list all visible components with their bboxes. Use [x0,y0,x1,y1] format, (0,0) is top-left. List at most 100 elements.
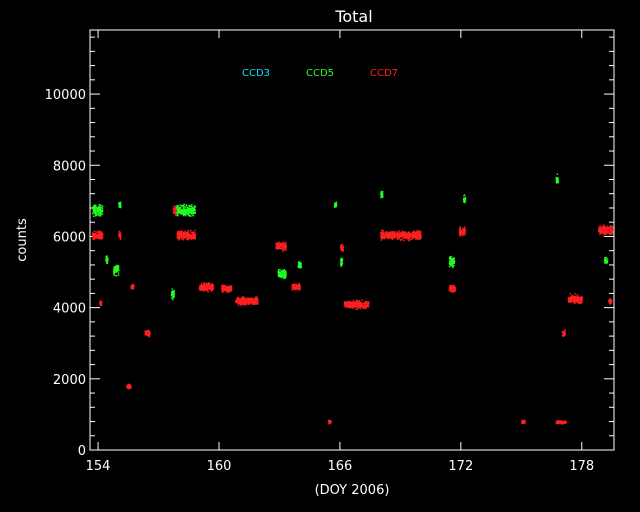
data-point [601,228,604,230]
data-point [415,236,418,238]
data-point [403,234,405,237]
data-point [177,237,179,239]
data-point [184,212,186,214]
data-point [299,288,301,291]
data-point [190,209,192,211]
data-point [390,232,392,235]
data-point [385,233,387,235]
data-point [145,332,147,334]
data-point [118,203,121,205]
data-point [350,301,352,304]
data-point [179,211,181,214]
y-tick-label: 6000 [53,230,86,245]
data-point [185,234,188,237]
data-point [451,286,454,288]
data-point [388,235,390,238]
data-point [223,289,226,291]
data-point [340,260,343,263]
data-point [451,287,454,290]
data-point [94,206,96,208]
data-point [276,248,278,250]
data-point [92,232,94,234]
data-point [194,237,196,240]
data-point [241,298,243,300]
data-point [451,287,453,289]
data-point [120,236,122,239]
data-point [193,209,196,212]
data-point [107,257,109,259]
data-point [242,304,244,306]
data-point [239,298,241,300]
x-axis-label: (DOY 2006) [315,483,390,498]
data-point [603,233,605,236]
data-point [328,420,330,422]
data-point [464,201,466,203]
data-point [95,208,98,210]
data-point [119,204,121,207]
data-point [381,234,384,236]
data-point [114,271,116,274]
data-point [415,235,417,237]
data-point [464,226,466,228]
data-point [362,307,364,309]
data-point [345,304,347,306]
data-point [255,303,258,305]
data-point [190,231,192,233]
data-point [238,302,240,304]
data-point [459,229,461,231]
data-point [277,245,279,247]
data-point [412,230,415,232]
data-point [402,234,404,236]
data-point [416,229,419,232]
data-point [188,208,191,210]
data-point [400,235,403,238]
data-point [189,235,191,237]
data-point [383,235,385,237]
data-point [97,211,100,213]
data-point [344,304,346,307]
data-point [394,231,396,233]
data-point [93,230,95,232]
data-point [118,234,120,236]
data-point [409,233,411,235]
data-point [598,228,600,230]
data-point [187,233,189,235]
data-point [252,303,254,305]
data-point [173,205,176,208]
data-point [176,214,178,217]
data-point [351,306,353,308]
data-point [580,297,582,300]
data-point [402,236,404,238]
data-point [129,384,132,386]
data-point [249,302,251,304]
data-point [360,304,362,306]
data-point [187,239,189,241]
data-point [201,283,203,286]
data-point [179,212,181,215]
data-point [235,299,237,301]
data-point [201,289,203,291]
data-point [341,262,344,264]
data-point [247,299,249,302]
data-point [176,207,178,209]
data-point [189,214,191,217]
data-point [93,235,95,237]
data-point [463,233,466,235]
data-point [194,211,196,214]
data-point [192,236,194,238]
data-point [118,232,120,235]
data-point [115,265,117,268]
data-point [184,234,186,236]
data-point [299,286,301,289]
data-point [95,207,97,209]
data-point [393,232,395,234]
data-point [94,237,96,240]
data-point [380,195,382,197]
data-point [188,237,191,240]
data-point [186,205,188,207]
data-point [459,227,461,229]
data-point [221,289,223,291]
data-point [222,289,224,291]
data-point [571,295,573,298]
data-point [574,298,576,300]
